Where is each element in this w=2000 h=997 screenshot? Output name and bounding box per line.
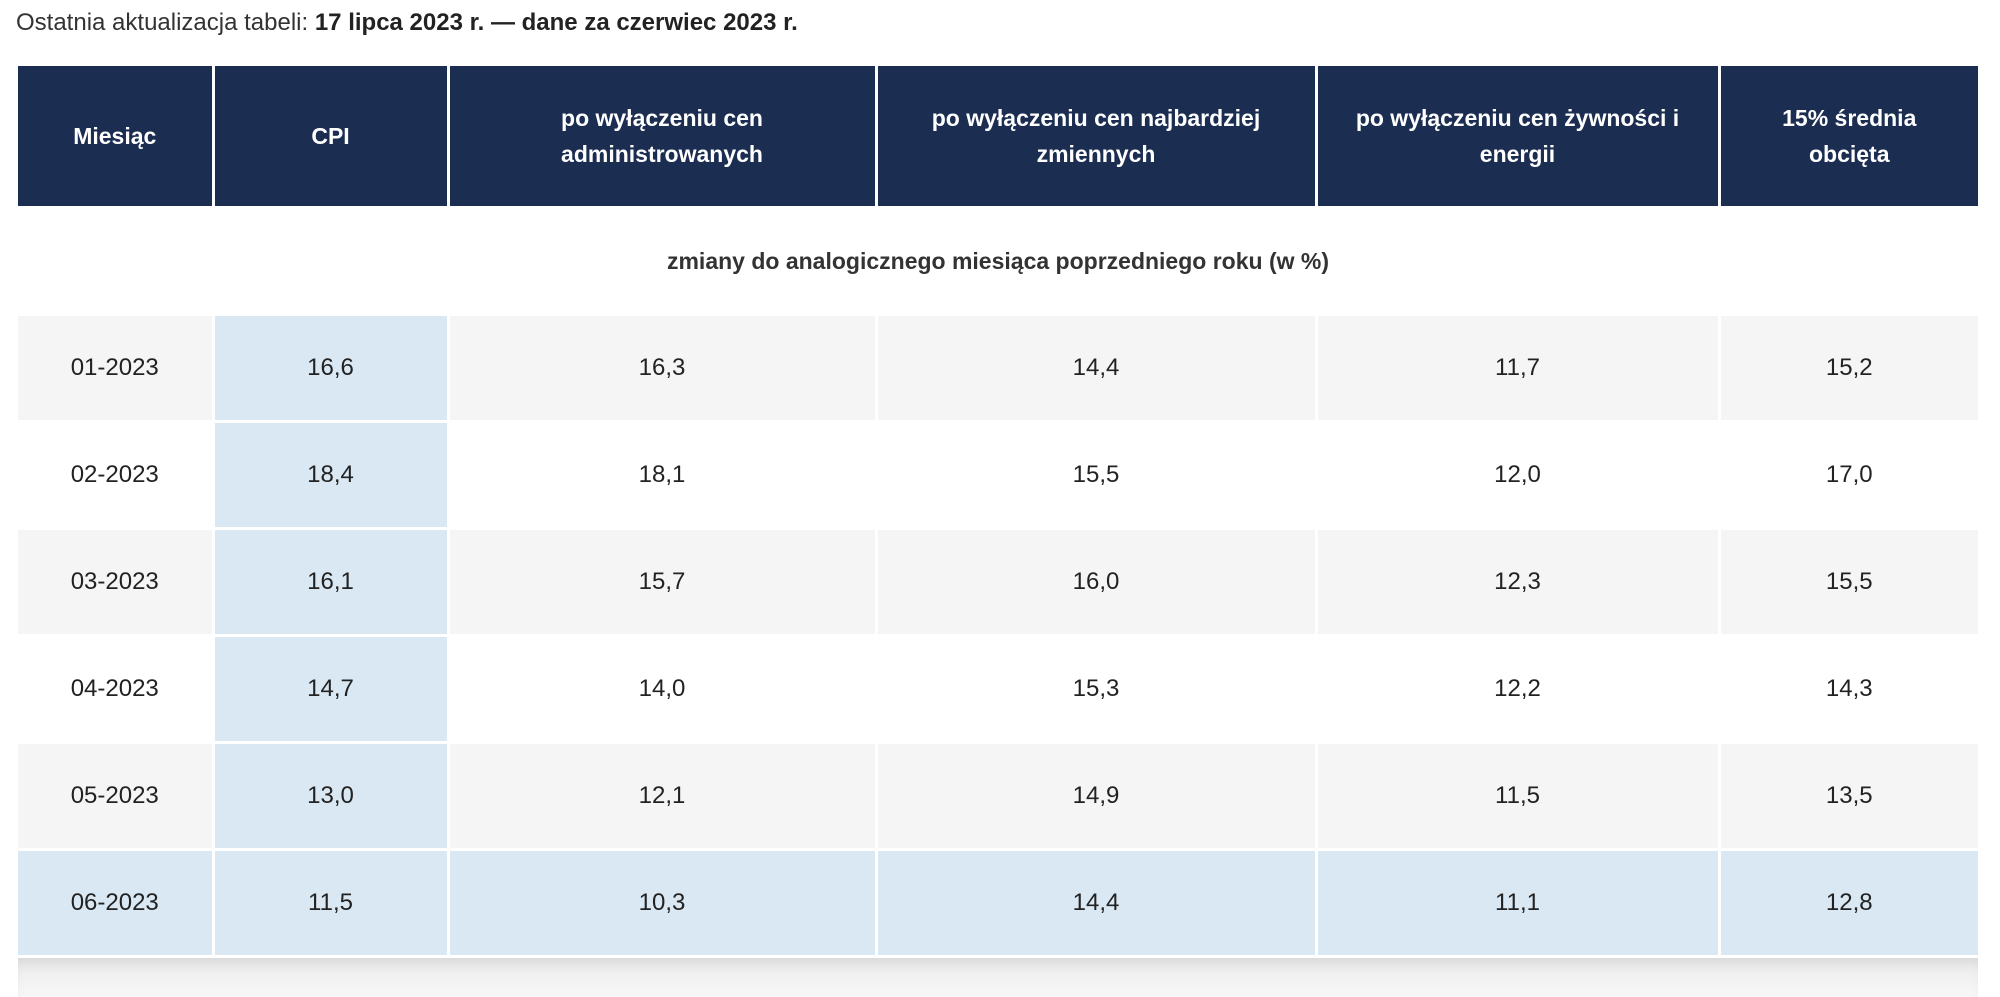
cpi-inflation-table: Miesiąc CPI po wyłączeniu cen administro…	[18, 66, 1978, 958]
table-row: 03-2023 16,1 15,7 16,0 12,3 15,5	[18, 528, 1978, 637]
cell-trimmed-mean: 12,8	[1717, 849, 1978, 958]
last-update-date: 17 lipca 2023 r. — dane za czerwiec 2023…	[314, 9, 798, 36]
cell-excl-most-volatile: 14,9	[874, 742, 1318, 851]
cell-excl-food-energy: 12,0	[1314, 421, 1721, 530]
cell-excl-food-energy: 11,7	[1314, 316, 1721, 423]
table-row: 05-2023 13,0 12,1 14,9 11,5 13,5	[18, 742, 1978, 851]
cell-excl-most-volatile: 15,3	[874, 635, 1318, 744]
cell-excl-most-volatile: 14,4	[874, 316, 1318, 423]
cell-excl-administered: 12,1	[446, 742, 878, 851]
header-trimmed-mean: 15% średnia obcięta	[1717, 66, 1978, 206]
cell-cpi: 14,7	[211, 635, 450, 744]
cell-excl-food-energy: 12,2	[1314, 635, 1721, 744]
cell-excl-administered: 16,3	[446, 316, 878, 423]
table-row-latest: 06-2023 11,5 10,3 14,4 11,1 12,8	[18, 849, 1978, 958]
cell-excl-administered: 18,1	[446, 421, 878, 530]
section-label-row: zmiany do analogicznego miesiąca poprzed…	[18, 206, 1978, 316]
cell-trimmed-mean: 17,0	[1717, 421, 1978, 530]
table-row: 04-2023 14,7 14,0 15,3 12,2 14,3	[18, 635, 1978, 744]
cell-excl-most-volatile: 14,4	[874, 849, 1318, 958]
cell-trimmed-mean: 15,5	[1717, 528, 1978, 637]
cell-trimmed-mean: 15,2	[1717, 316, 1978, 423]
cell-excl-most-volatile: 16,0	[874, 528, 1318, 637]
header-excl-administered: po wyłączeniu cen administrowanych	[446, 66, 878, 206]
cell-cpi: 16,1	[211, 528, 450, 637]
cell-cpi: 13,0	[211, 742, 450, 851]
header-excl-food-energy: po wyłączeniu cen żywności i energii	[1314, 66, 1721, 206]
cell-excl-food-energy: 11,1	[1314, 849, 1721, 958]
cell-month: 01-2023	[18, 316, 215, 423]
table-bottom-shadow	[18, 958, 1978, 997]
cell-cpi: 11,5	[211, 849, 450, 958]
cell-month: 06-2023	[18, 849, 215, 958]
cell-cpi: 16,6	[211, 316, 450, 423]
header-month: Miesiąc	[18, 66, 215, 206]
cell-trimmed-mean: 13,5	[1717, 742, 1978, 851]
cell-month: 04-2023	[18, 635, 215, 744]
cpi-table-container: Miesiąc CPI po wyłączeniu cen administro…	[18, 66, 1978, 958]
cell-excl-food-energy: 12,3	[1314, 528, 1721, 637]
header-cpi: CPI	[211, 66, 450, 206]
cell-trimmed-mean: 14,3	[1717, 635, 1978, 744]
table-row: 02-2023 18,4 18,1 15,5 12,0 17,0	[18, 421, 1978, 530]
cell-month: 05-2023	[18, 742, 215, 851]
cell-excl-food-energy: 11,5	[1314, 742, 1721, 851]
table-header-row: Miesiąc CPI po wyłączeniu cen administro…	[18, 66, 1978, 206]
table-row: 01-2023 16,6 16,3 14,4 11,7 15,2	[18, 316, 1978, 423]
cell-cpi: 18,4	[211, 421, 450, 530]
last-update-line: Ostatnia aktualizacja tabeli: 17 lipca 2…	[16, 6, 798, 40]
cell-excl-most-volatile: 15,5	[874, 421, 1318, 530]
cell-month: 02-2023	[18, 421, 215, 530]
cell-month: 03-2023	[18, 528, 215, 637]
cell-excl-administered: 14,0	[446, 635, 878, 744]
header-excl-most-volatile: po wyłączeniu cen najbardziej zmiennych	[874, 66, 1318, 206]
cell-excl-administered: 10,3	[446, 849, 878, 958]
section-label: zmiany do analogicznego miesiąca poprzed…	[18, 206, 1978, 316]
cell-excl-administered: 15,7	[446, 528, 878, 637]
last-update-prefix: Ostatnia aktualizacja tabeli:	[16, 9, 315, 36]
